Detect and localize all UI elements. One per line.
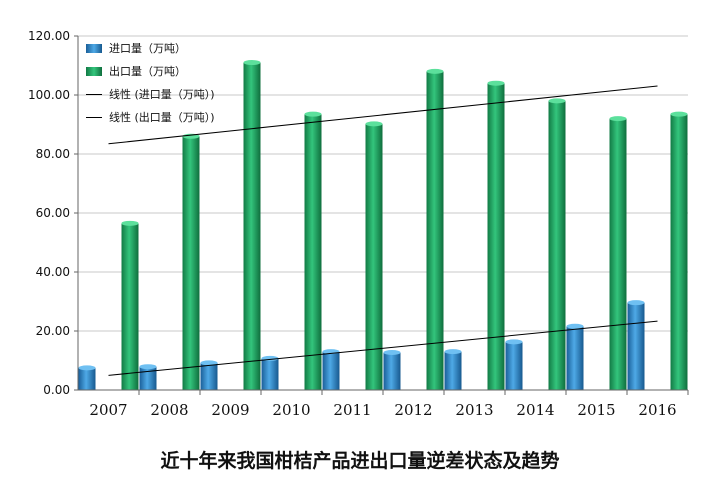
legend-line-export-trend (86, 116, 102, 118)
bar-export (487, 83, 505, 390)
bar-export-top (426, 68, 444, 74)
legend-line-import-trend (86, 93, 102, 95)
bar-import (505, 341, 523, 390)
bar-export (548, 100, 566, 391)
y-tick-label: 60.00 (36, 206, 70, 220)
bar-import (78, 367, 96, 390)
bar-import-top (383, 350, 401, 356)
y-tick-label: 80.00 (36, 147, 70, 161)
y-tick-label: 20.00 (36, 324, 70, 338)
y-tick-label: 120.00 (28, 29, 70, 43)
bar-export-top (121, 220, 139, 226)
legend-label-export-trend: 线性 (出口量（万吨）) (109, 111, 215, 124)
bar-import (444, 351, 462, 390)
bar-import-top (566, 323, 584, 329)
x-tick-label: 2008 (150, 401, 188, 419)
legend-item-export: 出口量（万吨） (86, 61, 186, 81)
x-tick-label: 2007 (89, 401, 127, 419)
x-tick-label: 2013 (455, 401, 493, 419)
bar-import (261, 358, 279, 390)
bar-import-top (200, 360, 218, 366)
legend-label-import: 进口量（万吨） (109, 42, 186, 55)
legend-swatch-import (86, 43, 102, 53)
x-tick-label: 2011 (333, 401, 371, 419)
bar-import (383, 352, 401, 390)
legend-swatch-export (86, 66, 102, 76)
x-tick-label: 2016 (638, 401, 676, 419)
bar-export-top (487, 80, 505, 86)
bar-export (609, 118, 627, 390)
chart-title: 近十年来我国柑桔产品进出口量逆差状态及趋势 (160, 450, 560, 472)
legend-item-import: 进口量（万吨） (86, 38, 186, 58)
bar-export (121, 223, 139, 390)
bar-export (304, 114, 322, 391)
trendline-export (108, 85, 658, 145)
bar-export-top (304, 111, 322, 117)
bar-import-top (444, 349, 462, 355)
y-tick-label: 40.00 (36, 265, 70, 279)
y-tick-label: 100.00 (28, 88, 70, 102)
bar-import (139, 366, 157, 390)
trendline-import (108, 320, 658, 376)
x-tick-label: 2014 (516, 401, 554, 419)
bar-export (426, 71, 444, 391)
x-tick-label: 2009 (211, 401, 249, 419)
bar-import-top (139, 364, 157, 370)
bar-import (322, 351, 340, 390)
legend-item-import-trend: 线性 (进口量（万吨）) (86, 84, 215, 104)
legend-label-import-trend: 线性 (进口量（万吨）) (109, 88, 215, 101)
x-tick-label: 2010 (272, 401, 310, 419)
bar-export-top (548, 98, 566, 104)
y-tick-label: 0.00 (43, 383, 70, 397)
legend-item-export-trend: 线性 (出口量（万吨）) (86, 107, 215, 127)
bar-export-top (609, 116, 627, 122)
bar-import-top (78, 365, 96, 371)
bar-import (200, 362, 218, 390)
bar-import-top (627, 300, 645, 306)
bar-export (670, 114, 688, 391)
bar-export-top (365, 121, 383, 127)
bar-export (182, 136, 200, 390)
bar-export-top (243, 60, 261, 66)
bar-export (365, 123, 383, 390)
bar-import (566, 326, 584, 390)
x-tick-label: 2012 (394, 401, 432, 419)
bar-export-top (670, 111, 688, 117)
bar-import-top (505, 339, 523, 345)
x-tick-label: 2015 (577, 401, 615, 419)
bar-import (627, 302, 645, 390)
bar-export (243, 62, 261, 391)
legend-label-export: 出口量（万吨） (109, 65, 186, 78)
